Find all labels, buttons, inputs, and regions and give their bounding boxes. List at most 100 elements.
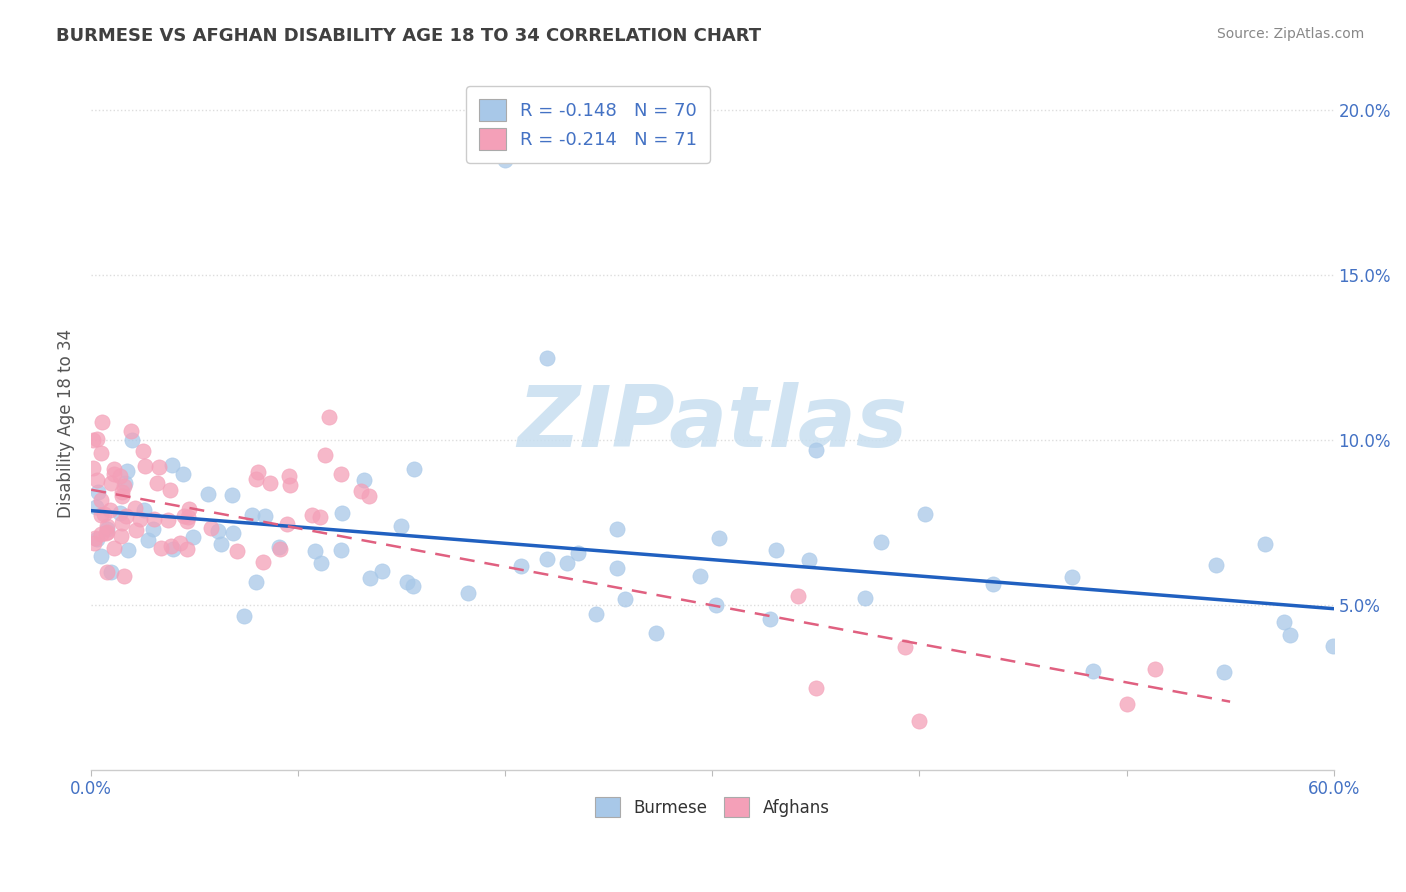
Point xyxy=(82,461,104,475)
Point xyxy=(276,516,298,531)
Point xyxy=(177,502,200,516)
Point xyxy=(402,462,425,476)
Point xyxy=(799,553,821,567)
Point xyxy=(172,467,194,481)
Text: ZIPatlas: ZIPatlas xyxy=(517,382,907,466)
Point xyxy=(245,472,267,486)
Point xyxy=(707,531,730,545)
Point xyxy=(100,475,122,490)
Point xyxy=(914,508,936,522)
Point xyxy=(121,434,143,448)
Point xyxy=(148,460,170,475)
Point xyxy=(1115,697,1137,711)
Point xyxy=(157,513,180,527)
Point xyxy=(240,508,263,522)
Point xyxy=(143,511,166,525)
Point xyxy=(183,530,205,544)
Point xyxy=(259,475,281,490)
Point xyxy=(176,509,198,524)
Point xyxy=(90,549,112,564)
Point xyxy=(330,467,353,481)
Point xyxy=(401,579,423,593)
Point xyxy=(395,574,418,589)
Point xyxy=(159,483,181,498)
Point xyxy=(114,476,136,491)
Point xyxy=(82,433,104,447)
Point xyxy=(269,541,291,556)
Point xyxy=(160,539,183,553)
Point xyxy=(83,536,105,550)
Point xyxy=(93,507,115,521)
Point xyxy=(765,542,787,557)
Point xyxy=(389,518,412,533)
Point xyxy=(86,500,108,514)
Point xyxy=(252,556,274,570)
Point xyxy=(644,626,666,640)
Point xyxy=(197,486,219,500)
Point xyxy=(278,477,301,491)
Point xyxy=(90,492,112,507)
Point xyxy=(1060,570,1083,584)
Point xyxy=(232,609,254,624)
Point xyxy=(759,612,782,626)
Point xyxy=(804,443,827,458)
Point xyxy=(246,465,269,479)
Point xyxy=(111,489,134,503)
Point xyxy=(318,409,340,424)
Point xyxy=(329,543,352,558)
Point xyxy=(981,577,1004,591)
Point xyxy=(162,541,184,556)
Point xyxy=(222,525,245,540)
Point xyxy=(606,522,628,536)
Point xyxy=(98,502,121,516)
Point xyxy=(129,512,152,526)
Point xyxy=(304,543,326,558)
Point xyxy=(494,153,516,167)
Point xyxy=(555,556,578,570)
Point xyxy=(207,524,229,539)
Point xyxy=(112,568,135,582)
Point xyxy=(314,448,336,462)
Y-axis label: Disability Age 18 to 34: Disability Age 18 to 34 xyxy=(58,329,75,518)
Point xyxy=(893,640,915,654)
Point xyxy=(704,599,727,613)
Point xyxy=(96,565,118,579)
Point xyxy=(96,526,118,541)
Point xyxy=(908,714,931,728)
Point xyxy=(267,540,290,554)
Point xyxy=(277,469,299,483)
Point xyxy=(536,551,558,566)
Point xyxy=(115,464,138,478)
Point xyxy=(855,591,877,606)
Point xyxy=(108,506,131,520)
Point xyxy=(567,546,589,560)
Point xyxy=(225,544,247,558)
Point xyxy=(124,501,146,516)
Point xyxy=(308,509,330,524)
Point xyxy=(103,462,125,476)
Point xyxy=(606,560,628,574)
Point xyxy=(457,586,479,600)
Point xyxy=(96,524,118,539)
Point xyxy=(87,485,110,500)
Point xyxy=(1213,665,1236,680)
Point xyxy=(209,537,232,551)
Point xyxy=(146,476,169,491)
Point xyxy=(169,535,191,549)
Point xyxy=(1278,628,1301,642)
Point xyxy=(131,444,153,458)
Point xyxy=(134,503,156,517)
Point xyxy=(1083,665,1105,679)
Point xyxy=(689,569,711,583)
Point xyxy=(221,488,243,502)
Point xyxy=(536,351,558,365)
Point xyxy=(108,468,131,483)
Point xyxy=(86,532,108,546)
Point xyxy=(245,574,267,589)
Text: BURMESE VS AFGHAN DISABILITY AGE 18 TO 34 CORRELATION CHART: BURMESE VS AFGHAN DISABILITY AGE 18 TO 3… xyxy=(56,27,762,45)
Point xyxy=(353,473,375,487)
Point xyxy=(111,516,134,530)
Point xyxy=(100,565,122,579)
Point xyxy=(134,458,156,473)
Point xyxy=(103,467,125,482)
